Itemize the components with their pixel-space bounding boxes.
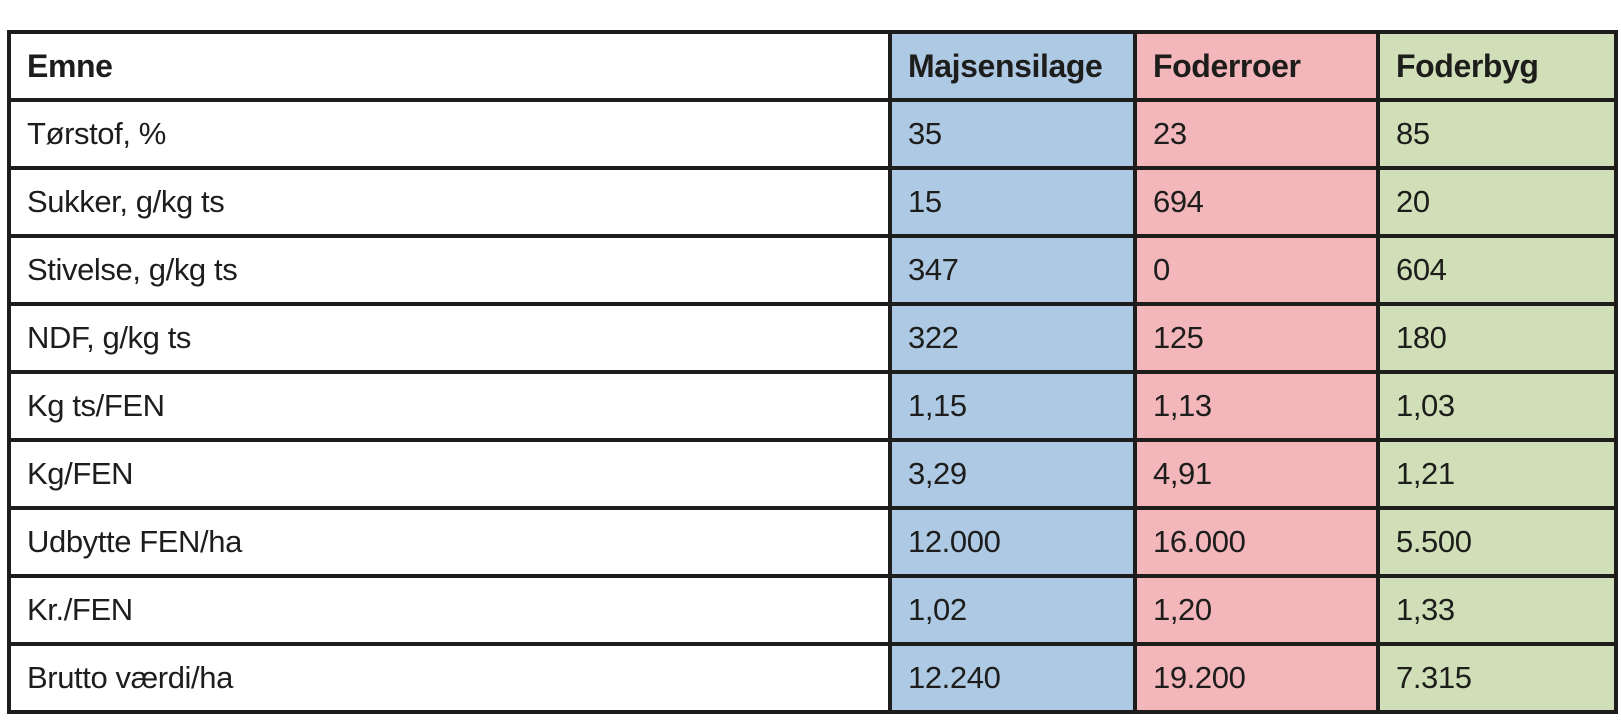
value-cell: 23 [1133, 98, 1380, 170]
value-cell: 4,91 [1133, 438, 1380, 510]
value-cell: 5.500 [1376, 506, 1618, 578]
value-cell: 12.000 [888, 506, 1137, 578]
table-row: Kr./FEN 1,02 1,20 1,33 [7, 574, 1618, 646]
value-cell: 125 [1133, 302, 1380, 374]
table-row: Tørstof, % 35 23 85 [7, 98, 1618, 170]
value-cell: 1,15 [888, 370, 1137, 442]
value-cell: 3,29 [888, 438, 1137, 510]
column-header-emne: Emne [7, 30, 892, 102]
table-row: NDF, g/kg ts 322 125 180 [7, 302, 1618, 374]
row-label: Sukker, g/kg ts [7, 166, 892, 238]
value-cell: 15 [888, 166, 1137, 238]
value-cell: 20 [1376, 166, 1618, 238]
table-row: Stivelse, g/kg ts 347 0 604 [7, 234, 1618, 306]
row-label: Tørstof, % [7, 98, 892, 170]
column-header-foderbyg: Foderbyg [1376, 30, 1618, 102]
value-cell: 1,33 [1376, 574, 1618, 646]
row-label: Kg ts/FEN [7, 370, 892, 442]
value-cell: 180 [1376, 302, 1618, 374]
row-label: NDF, g/kg ts [7, 302, 892, 374]
value-cell: 322 [888, 302, 1137, 374]
row-label: Kr./FEN [7, 574, 892, 646]
table-row: Udbytte FEN/ha 12.000 16.000 5.500 [7, 506, 1618, 578]
row-label: Kg/FEN [7, 438, 892, 510]
value-cell: 604 [1376, 234, 1618, 306]
table-row: Brutto værdi/ha 12.240 19.200 7.315 [7, 642, 1618, 714]
value-cell: 1,21 [1376, 438, 1618, 510]
value-cell: 694 [1133, 166, 1380, 238]
value-cell: 1,13 [1133, 370, 1380, 442]
column-header-majsensilage: Majsensilage [888, 30, 1137, 102]
header-row: Emne Majsensilage Foderroer Foderbyg [7, 30, 1618, 102]
value-cell: 1,03 [1376, 370, 1618, 442]
feed-comparison-table-wrap: Emne Majsensilage Foderroer Foderbyg Tør… [7, 30, 1618, 714]
row-label: Stivelse, g/kg ts [7, 234, 892, 306]
value-cell: 1,20 [1133, 574, 1380, 646]
value-cell: 7.315 [1376, 642, 1618, 714]
table-row: Kg ts/FEN 1,15 1,13 1,03 [7, 370, 1618, 442]
value-cell: 85 [1376, 98, 1618, 170]
value-cell: 35 [888, 98, 1137, 170]
value-cell: 19.200 [1133, 642, 1380, 714]
feed-comparison-table: Emne Majsensilage Foderroer Foderbyg Tør… [7, 30, 1618, 714]
table-row: Sukker, g/kg ts 15 694 20 [7, 166, 1618, 238]
value-cell: 0 [1133, 234, 1380, 306]
row-label: Udbytte FEN/ha [7, 506, 892, 578]
value-cell: 347 [888, 234, 1137, 306]
value-cell: 12.240 [888, 642, 1137, 714]
value-cell: 16.000 [1133, 506, 1380, 578]
column-header-foderroer: Foderroer [1133, 30, 1380, 102]
value-cell: 1,02 [888, 574, 1137, 646]
table-row: Kg/FEN 3,29 4,91 1,21 [7, 438, 1618, 510]
row-label: Brutto værdi/ha [7, 642, 892, 714]
